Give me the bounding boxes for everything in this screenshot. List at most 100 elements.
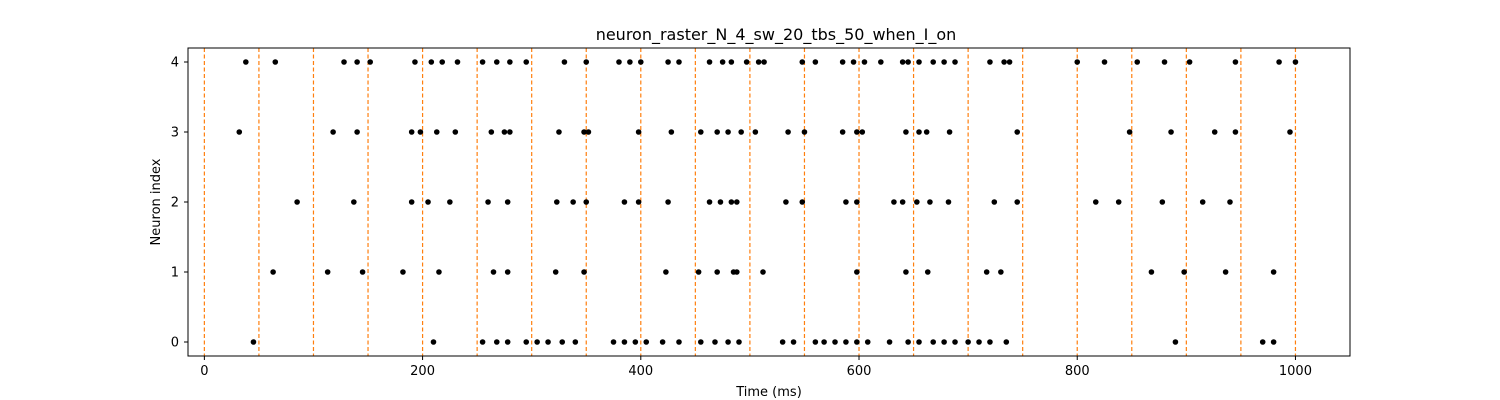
spike-n1-11 <box>714 269 720 275</box>
spike-n3-10 <box>556 129 562 135</box>
spike-n3-15 <box>698 129 704 135</box>
spike-n4-20 <box>706 59 713 65</box>
spike-n3-24 <box>859 129 866 135</box>
chart-title: neuron_raster_N_4_sw_20_tbs_50_when_I_on <box>596 25 957 45</box>
spike-n4-44 <box>1161 59 1168 65</box>
spike-n0-36 <box>987 339 993 345</box>
y-tick-label-4: 4 <box>171 56 179 71</box>
spike-n2-10 <box>621 199 628 205</box>
spike-n1-13 <box>734 269 740 275</box>
spike-n3-7 <box>488 129 495 135</box>
spike-n0-38 <box>1172 339 1179 345</box>
spike-n0-17 <box>712 339 718 345</box>
spike-n3-8 <box>501 129 508 135</box>
spike-n2-3 <box>425 199 431 205</box>
spike-n3-28 <box>946 129 953 135</box>
spike-n0-26 <box>854 339 860 345</box>
spike-n3-29 <box>1014 129 1021 135</box>
spike-n4-8 <box>454 59 461 65</box>
spike-n0-31 <box>930 339 937 345</box>
spike-n2-8 <box>570 199 576 205</box>
spike-n0-24 <box>832 339 838 345</box>
spike-n4-33 <box>905 59 911 65</box>
spike-n0-5 <box>523 339 530 345</box>
spike-n4-14 <box>583 59 590 65</box>
spike-n0-28 <box>886 339 893 345</box>
spike-n4-3 <box>354 59 360 65</box>
spike-n2-30 <box>1159 199 1166 205</box>
spike-n1-17 <box>924 269 931 275</box>
spike-n0-15 <box>676 339 682 345</box>
y-tick-label-3: 3 <box>171 126 179 141</box>
spike-n4-37 <box>952 59 958 65</box>
spike-n3-27 <box>923 129 930 135</box>
spike-n0-18 <box>725 339 731 345</box>
spike-n2-25 <box>945 199 952 205</box>
spike-n4-43 <box>1134 59 1141 65</box>
spike-n2-24 <box>927 199 933 205</box>
spike-n1-8 <box>581 269 587 275</box>
spike-n2-15 <box>728 199 735 205</box>
spike-n0-30 <box>916 339 922 345</box>
spike-n2-22 <box>899 199 906 205</box>
y-axis-label: Neuron index <box>149 158 164 245</box>
x-tick-label-800: 800 <box>1065 364 1090 379</box>
spike-n1-0 <box>270 269 276 275</box>
spike-n0-12 <box>632 339 639 345</box>
y-axis-ticks: 0 1 2 3 4 <box>171 56 188 351</box>
spike-n4-34 <box>916 59 922 65</box>
spike-n0-25 <box>843 339 849 345</box>
spike-n4-35 <box>930 59 937 65</box>
spike-n1-19 <box>998 269 1004 275</box>
spike-n2-21 <box>891 199 897 205</box>
x-tick-label-1000: 1000 <box>1279 364 1312 379</box>
spike-n3-20 <box>785 129 791 135</box>
spike-n0-8 <box>559 339 566 345</box>
spike-n2-26 <box>991 199 998 205</box>
spike-n4-22 <box>728 59 735 65</box>
x-tick-label-600: 600 <box>847 364 872 379</box>
spike-n4-38 <box>987 59 993 65</box>
spike-n2-5 <box>485 199 491 205</box>
spike-n0-29 <box>905 339 911 345</box>
spike-n0-16 <box>698 339 704 345</box>
spike-n2-31 <box>1199 199 1206 205</box>
spike-n4-4 <box>367 59 374 65</box>
spike-n0-9 <box>572 339 579 345</box>
spike-n3-4 <box>417 129 424 135</box>
spike-n2-6 <box>504 199 511 205</box>
spike-n0-20 <box>779 339 786 345</box>
spike-n0-34 <box>965 339 971 345</box>
spike-n3-31 <box>1168 129 1174 135</box>
spike-n0-22 <box>812 339 819 345</box>
spike-n4-0 <box>243 59 249 65</box>
spike-n4-18 <box>665 59 671 65</box>
spike-n0-23 <box>821 339 827 345</box>
spike-n1-21 <box>1181 269 1187 275</box>
spike-n1-22 <box>1222 269 1229 275</box>
x-axis-ticks: 0 200 400 600 800 1000 <box>200 356 1312 379</box>
spike-n0-21 <box>790 339 797 345</box>
spike-n3-11 <box>581 129 587 135</box>
spike-n3-3 <box>408 129 415 135</box>
spike-n3-5 <box>433 129 440 135</box>
spike-n4-30 <box>861 59 868 65</box>
spike-n4-27 <box>812 59 819 65</box>
spike-n1-18 <box>983 269 990 275</box>
spike-n4-16 <box>627 59 633 65</box>
spike-n2-18 <box>799 199 806 205</box>
x-tick-label-0: 0 <box>200 364 208 379</box>
spike-n2-13 <box>706 199 713 205</box>
spike-n1-10 <box>695 269 702 275</box>
spike-n4-31 <box>878 59 884 65</box>
spike-n2-28 <box>1092 199 1099 205</box>
spike-n1-9 <box>663 269 669 275</box>
spike-n2-0 <box>294 199 300 205</box>
spike-n4-19 <box>676 59 682 65</box>
spike-n4-11 <box>507 59 513 65</box>
spike-n4-36 <box>941 59 947 65</box>
spike-n0-35 <box>976 339 982 345</box>
spike-n3-1 <box>330 129 336 135</box>
spike-n0-11 <box>621 339 628 345</box>
spike-n1-16 <box>903 269 909 275</box>
